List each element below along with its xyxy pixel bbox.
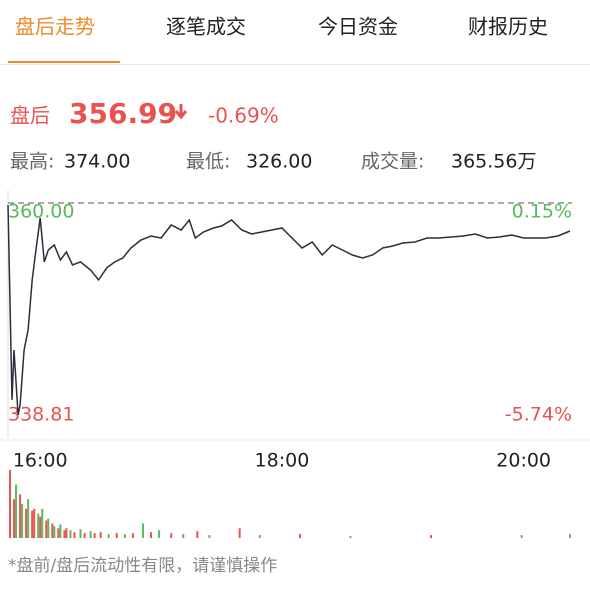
volume-bar — [93, 533, 96, 538]
volume-bar — [520, 535, 523, 538]
stat-label: 成交量: — [361, 151, 424, 173]
volume-bar — [158, 530, 161, 538]
price-line — [7, 204, 571, 416]
y-tick-label: 360.00 — [8, 201, 74, 223]
volume-bar — [141, 523, 144, 538]
session: 盘后 — [10, 104, 50, 128]
tab-underline — [8, 61, 120, 63]
volume-bar — [39, 516, 42, 538]
volume-bar — [41, 508, 44, 538]
volume-bar — [15, 484, 18, 538]
down-arrow — [174, 104, 188, 120]
volume-bar — [115, 533, 118, 538]
y2-tick-label: -5.74% — [505, 404, 572, 426]
volume-bar — [83, 533, 86, 538]
volume-bar — [430, 535, 432, 538]
volume-bar — [37, 513, 40, 538]
volume-bar — [150, 532, 153, 538]
y2-tick-label: 0.15% — [512, 201, 572, 223]
volume-bar — [25, 508, 28, 538]
footnote: *盘前/盘后流动性有限，请谨慎操作 — [8, 556, 277, 576]
tab[interactable]: 财报历史 — [468, 15, 548, 39]
stat-label: 最低: — [186, 151, 230, 173]
stat-label: 最高: — [10, 151, 54, 173]
volume-bar — [33, 508, 36, 538]
volume-bar — [170, 533, 173, 538]
x-tick-label: 16:00 — [13, 450, 68, 472]
volume-bar — [123, 534, 126, 538]
stat-value: 326.00 — [246, 151, 312, 173]
volume-bar — [73, 532, 76, 538]
volume-bar — [99, 532, 102, 538]
y-tick-label: 338.81 — [8, 404, 74, 426]
tab[interactable]: 今日资金 — [318, 15, 398, 39]
volume-bar — [21, 504, 24, 538]
volume-bar — [69, 530, 72, 538]
volume-bar — [238, 528, 241, 538]
stat-value: 365.56万 — [451, 151, 536, 173]
volume-bar — [299, 534, 302, 538]
volume-bar — [208, 535, 211, 538]
volume-bar — [31, 510, 34, 538]
volume-bar — [568, 534, 571, 538]
x-tick-label: 18:00 — [255, 450, 310, 472]
volume-bar — [51, 523, 54, 538]
stat-value: 374.00 — [64, 151, 130, 173]
volume-bar — [57, 528, 60, 538]
price: 356.99 — [69, 97, 177, 130]
volume-bar — [59, 524, 62, 538]
separator — [0, 64, 590, 65]
tab[interactable]: 盘后走势 — [15, 15, 95, 39]
volume-bar — [9, 470, 12, 538]
volume-bar — [47, 518, 50, 538]
volume-bar — [349, 536, 352, 538]
change-pct: -0.69% — [208, 104, 279, 128]
x-tick-label: 20:00 — [496, 450, 551, 472]
volume-bar — [182, 534, 185, 538]
volume-bar — [79, 529, 82, 538]
volume-bar — [258, 535, 261, 538]
volume-bar — [13, 499, 16, 538]
volume-bar — [196, 531, 199, 538]
volume-bar — [65, 528, 68, 538]
volume-bar — [89, 531, 92, 538]
volume-bar — [19, 494, 22, 538]
tab[interactable]: 逐笔成交 — [166, 15, 246, 39]
volume-bar — [131, 533, 134, 538]
volume-bar — [45, 520, 48, 538]
volume-bar — [107, 534, 110, 538]
volume-bar — [63, 530, 66, 538]
volume-bar — [27, 499, 30, 538]
volume-bar — [53, 526, 56, 538]
